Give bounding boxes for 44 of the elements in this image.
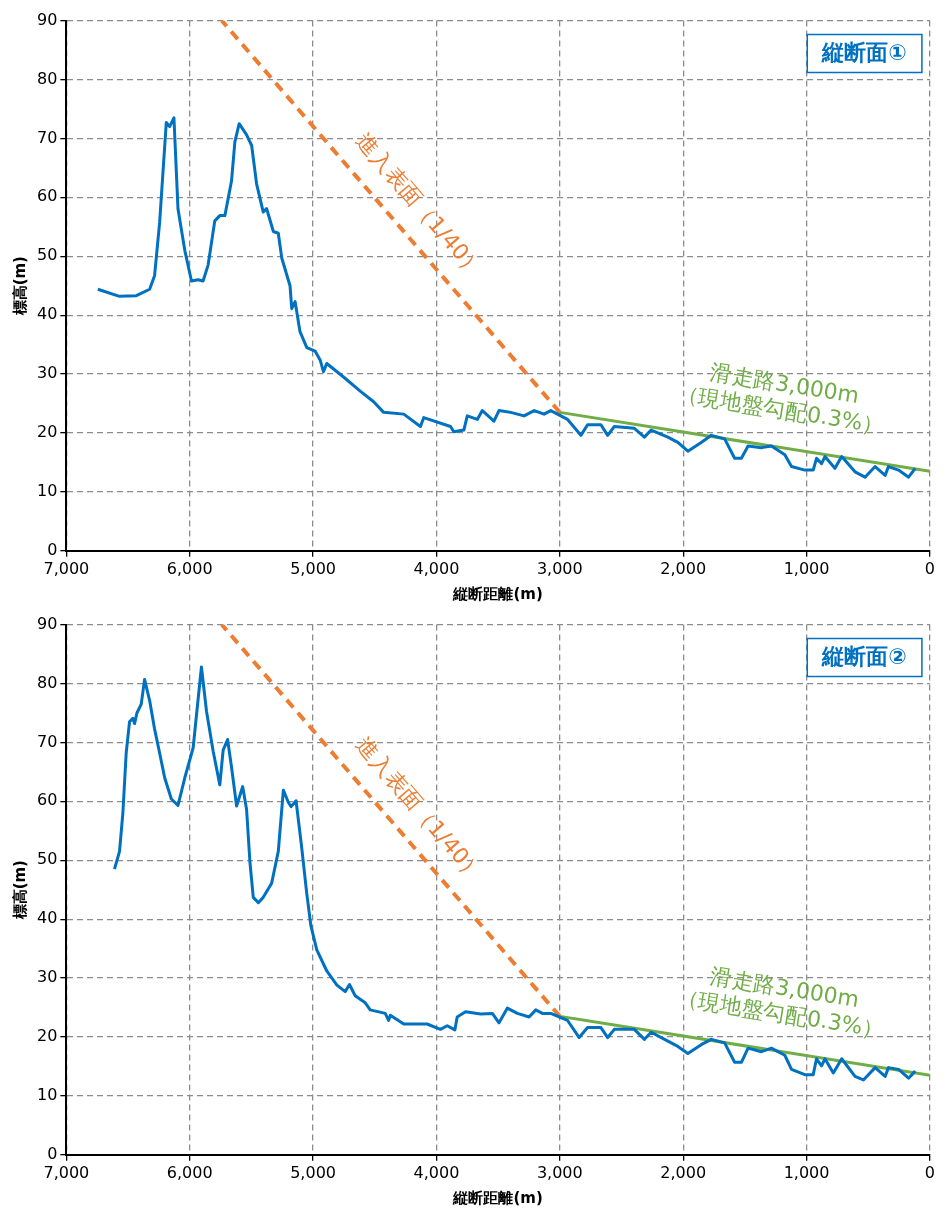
y-tick-label: 90 xyxy=(37,9,58,29)
y-tick-label: 70 xyxy=(37,731,58,751)
y-tick-label: 20 xyxy=(37,1026,58,1046)
text: 縦断面② xyxy=(821,644,907,670)
text: 滑走路3,000m （現地盤勾配0.3%） xyxy=(674,963,886,1043)
x-tick-label: 4,000 xyxy=(413,1162,460,1182)
y-tick-label: 10 xyxy=(37,481,58,501)
x-axis-title: 縦断距離(m) xyxy=(452,584,543,603)
x-tick-label: 7,000 xyxy=(43,1162,90,1182)
x-tick-label: 3,000 xyxy=(536,558,583,578)
x-tick-label: 4,000 xyxy=(413,558,460,578)
y-tick-label: 30 xyxy=(37,967,58,987)
x-tick-label: 5,000 xyxy=(290,558,336,578)
x-tick-label: 7,000 xyxy=(43,558,90,578)
y-tick-label: 40 xyxy=(37,304,58,324)
y-axis-title: 標高(m) xyxy=(10,256,29,317)
x-tick-label: 1,000 xyxy=(783,558,830,578)
y-tick-label: 0 xyxy=(47,539,58,559)
y-tick-label: 80 xyxy=(37,672,58,692)
text: 滑走路3,000m （現地盤勾配0.3%） xyxy=(674,359,886,439)
y-tick-label: 60 xyxy=(37,790,58,810)
y-tick-label: 30 xyxy=(37,363,58,383)
x-tick-label: 2,000 xyxy=(660,1162,707,1182)
y-tick-label: 70 xyxy=(37,127,58,147)
y-tick-label: 90 xyxy=(37,613,58,633)
y-tick-label: 0 xyxy=(47,1143,58,1163)
y-tick-label: 60 xyxy=(37,186,58,206)
y-tick-label: 20 xyxy=(37,422,58,442)
x-axis-title: 縦断距離(m) xyxy=(452,1188,543,1207)
x-tick-label: 6,000 xyxy=(166,1162,213,1182)
y-tick-label: 10 xyxy=(37,1085,58,1105)
x-tick-label: 3,000 xyxy=(536,1162,583,1182)
x-tick-label: 1,000 xyxy=(783,1162,830,1182)
y-tick-label: 80 xyxy=(37,68,58,88)
x-tick-label: 0 xyxy=(924,558,935,578)
x-tick-label: 6,000 xyxy=(166,558,213,578)
x-tick-label: 0 xyxy=(924,1162,935,1182)
y-tick-label: 50 xyxy=(37,245,58,265)
x-tick-label: 2,000 xyxy=(660,558,707,578)
x-tick-label: 5,000 xyxy=(290,1162,336,1182)
y-axis-title: 標高(m) xyxy=(10,860,29,921)
y-tick-label: 50 xyxy=(37,849,58,869)
y-tick-label: 40 xyxy=(37,908,58,928)
text: 縦断面① xyxy=(821,40,907,66)
